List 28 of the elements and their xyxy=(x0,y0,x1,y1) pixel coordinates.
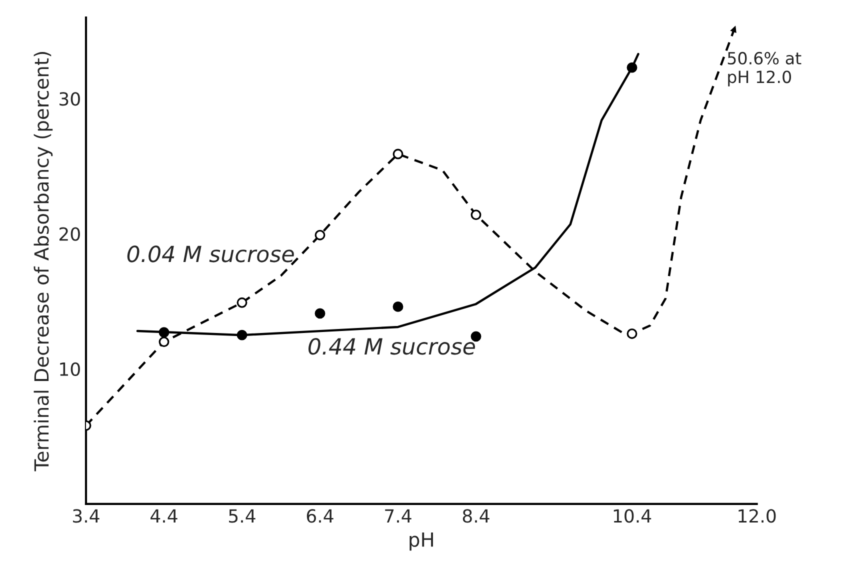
point xyxy=(470,210,482,220)
x-tick-label: 12.0 xyxy=(738,509,776,523)
x-tick-label: 8.4 xyxy=(462,509,490,523)
point xyxy=(158,327,170,338)
y-tick-label: 10 xyxy=(60,362,80,376)
point xyxy=(314,308,326,319)
point xyxy=(236,330,248,340)
point xyxy=(158,336,170,348)
point xyxy=(626,62,638,73)
annotation: 50.6% at pH 12.0 xyxy=(728,52,802,86)
x-tick-label: 3.4 xyxy=(73,509,100,523)
point xyxy=(314,230,326,240)
point xyxy=(236,297,248,308)
x-tick-label: 7.4 xyxy=(385,509,412,523)
point xyxy=(392,301,404,312)
x-tick-label: 6.4 xyxy=(306,509,334,523)
x-axis-title: pH xyxy=(410,532,433,551)
y-axis-title: Terminal Decrease of Absorbancy (percent) xyxy=(34,52,53,472)
series-label: 0.44 M sucrose xyxy=(308,338,476,355)
point xyxy=(626,328,638,339)
series-label: 0.04 M sucrose xyxy=(127,246,294,262)
y-tick-label: 20 xyxy=(59,227,80,241)
x-tick-label: 5.4 xyxy=(229,509,256,523)
point xyxy=(392,148,404,160)
x-tick-label: 10.4 xyxy=(614,509,652,523)
point xyxy=(470,331,482,342)
x-tick-label: 4.4 xyxy=(150,509,178,523)
y-tick-label: 30 xyxy=(60,92,80,106)
